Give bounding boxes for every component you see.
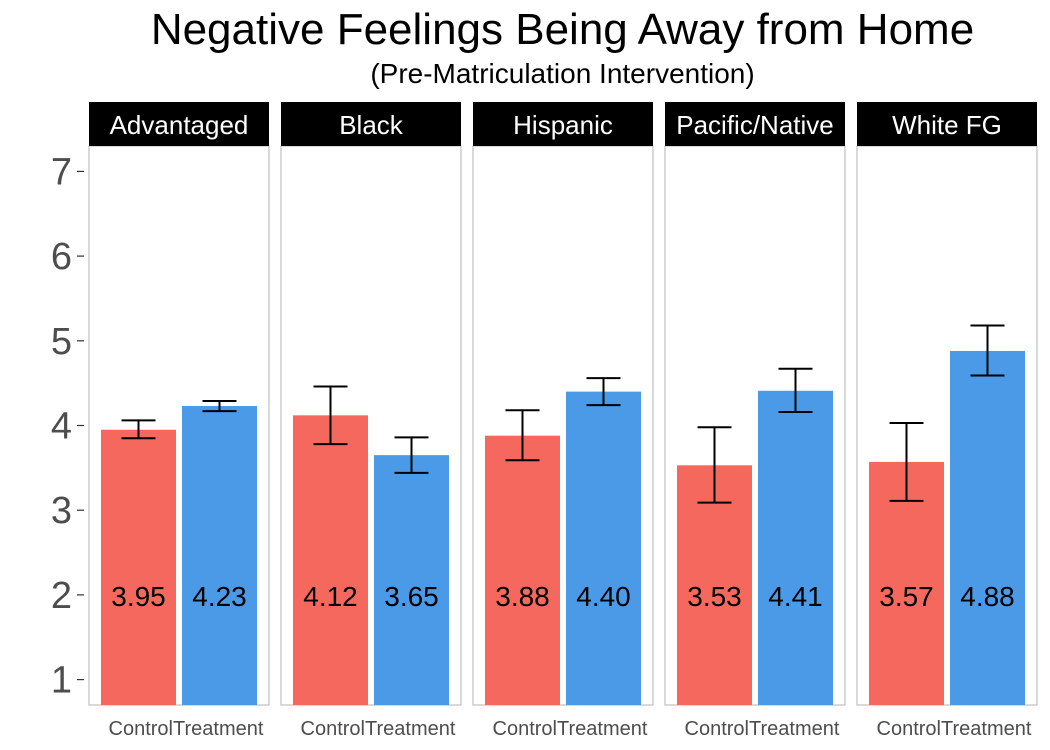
facet-label-pacific-native: Pacific/Native (676, 110, 834, 140)
facet-label-black: Black (339, 110, 404, 140)
data-label: 4.23 (192, 581, 247, 612)
data-label: 3.95 (111, 581, 166, 612)
data-label: 3.65 (384, 581, 439, 612)
data-label: 3.57 (879, 581, 934, 612)
bar-advantaged-treatment (182, 406, 257, 705)
x-tick-label-control: Control (685, 718, 749, 740)
y-tick-label: 3 (51, 490, 72, 532)
facet-strip-advantaged (89, 102, 269, 146)
bar-pacific-native-control (677, 465, 752, 705)
data-label: 3.88 (495, 581, 550, 612)
y-tick-label: 7 (51, 151, 72, 193)
x-tick-label-control: Control (109, 718, 173, 740)
y-tick-label: 1 (51, 660, 72, 702)
data-label: 4.12 (303, 581, 358, 612)
x-tick-label-control: Control (301, 718, 365, 740)
x-tick-label-treatment: Treatment (557, 718, 648, 740)
facet-strip-hispanic (473, 102, 653, 146)
data-label: 4.40 (576, 581, 631, 612)
bar-black-control (293, 415, 368, 705)
bar-advantaged-control (101, 429, 176, 705)
chart-subtitle: (Pre-Matriculation Intervention) (370, 58, 755, 89)
bar-white-fg-treatment (950, 350, 1025, 705)
x-tick-label-treatment: Treatment (749, 718, 840, 740)
data-label: 4.41 (768, 581, 823, 612)
y-tick-label: 2 (51, 575, 72, 617)
facet-label-white-fg: White FG (892, 110, 1002, 140)
y-tick-label: 5 (51, 321, 72, 363)
bar-hispanic-treatment (566, 391, 641, 705)
data-label: 4.88 (960, 581, 1015, 612)
bar-white-fg-control (869, 461, 944, 705)
y-tick-label: 6 (51, 236, 72, 278)
y-tick-label: 4 (51, 406, 72, 448)
x-tick-label-control: Control (877, 718, 941, 740)
facet-label-advantaged: Advantaged (110, 110, 249, 140)
facet-label-hispanic: Hispanic (513, 110, 613, 140)
x-tick-label-treatment: Treatment (941, 718, 1032, 740)
x-tick-label-treatment: Treatment (365, 718, 456, 740)
bar-pacific-native-treatment (758, 390, 833, 705)
bar-hispanic-control (485, 435, 560, 705)
bar-black-treatment (374, 455, 449, 705)
x-tick-label-treatment: Treatment (173, 718, 264, 740)
x-tick-label-control: Control (493, 718, 557, 740)
facet-strip-white-fg (857, 102, 1037, 146)
data-label: 3.53 (687, 581, 742, 612)
facet-strip-pacific-native (665, 102, 845, 146)
chart-title: Negative Feelings Being Away from Home (150, 5, 975, 54)
facet-strip-black (281, 102, 461, 146)
